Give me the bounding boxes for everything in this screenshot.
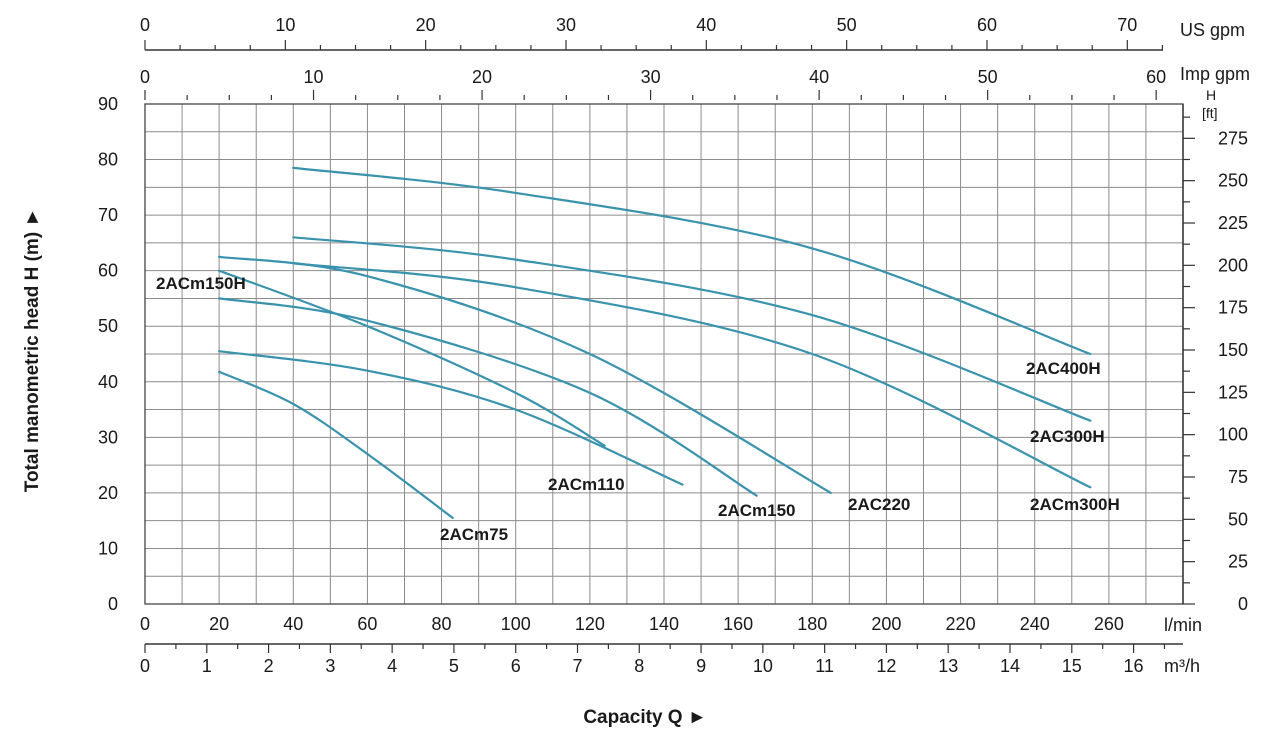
x-tick-label-lmin: 60 [357,614,377,634]
axes: 0102030405060708090025507510012515017520… [98,15,1250,676]
top-tick-label-imp: 20 [472,67,492,87]
curve-2acm75 [218,370,454,519]
y-tick-label-m: 70 [98,205,118,225]
x-tick-label-lmin: 180 [797,614,827,634]
x-tick-label-m3h: 5 [449,656,459,676]
curve-label-2ac300h: 2AC300H [1030,427,1105,446]
x-tick-label-m3h: 10 [753,656,773,676]
top-tick-label-us: 0 [140,15,150,35]
right-tick-label-ft: 150 [1218,340,1248,360]
x-tick-label-lmin: 160 [723,614,753,634]
right-tick-label-ft: 200 [1218,255,1248,275]
top-tick-label-us: 40 [696,15,716,35]
curve-2acm300h [292,262,1092,489]
x-tick-label-m3h: 6 [511,656,521,676]
y-tick-label-m: 80 [98,150,118,170]
curve-label-2acm110: 2ACm110 [548,475,625,494]
y-tick-label-m: 40 [98,372,118,392]
x-tick-label-m3h: 8 [634,656,644,676]
y-tick-label-m: 0 [108,594,118,614]
x-tick-label-lmin: 140 [649,614,679,634]
top-tick-label-us: 10 [275,15,295,35]
right-tick-label-ft: 225 [1218,213,1248,233]
top-tick-label-imp: 40 [809,67,829,87]
x-tick-label-m3h: 9 [696,656,706,676]
curve-label-2ac400h: 2AC400H [1026,359,1101,378]
curve-label-2acm300h: 2ACm300H [1030,495,1120,514]
x-tick-label-lmin: 220 [946,614,976,634]
x-tick-label-lmin: 40 [283,614,303,634]
top-unit-imp: Imp gpm [1180,64,1250,84]
x-tick-label-lmin: 0 [140,614,150,634]
x-unit-lmin: l/min [1164,615,1202,635]
top-tick-label-us: 70 [1117,15,1137,35]
x-tick-label-m3h: 12 [876,656,896,676]
right-tick-label-ft: 250 [1218,171,1248,191]
top-tick-label-us: 20 [416,15,436,35]
top-tick-label-imp: 30 [641,67,661,87]
curve-2ac400h [292,166,1092,356]
y-tick-label-m: 60 [98,261,118,281]
x-tick-label-lmin: 200 [871,614,901,634]
x-tick-label-m3h: 2 [264,656,274,676]
x-tick-label-m3h: 3 [325,656,335,676]
curve-labels: 2ACm75 2ACm110 2ACm150 2ACm150H 2AC220 2ACm30… [156,274,1120,544]
right-tick-label-ft: 125 [1218,382,1248,402]
right-tick-label-ft: 175 [1218,298,1248,318]
x-tick-label-m3h: 4 [387,656,397,676]
x-tick-label-m3h: 1 [202,656,212,676]
x-tick-label-m3h: 13 [938,656,958,676]
x-tick-label-m3h: 11 [815,656,834,676]
x-tick-label-m3h: 14 [1000,656,1020,676]
right-axis-unit-h: H [1206,87,1216,103]
y-tick-label-m: 10 [98,538,118,558]
x-tick-label-m3h: 16 [1124,656,1144,676]
y-axis-title: Total manometric head H (m) ► [22,208,43,493]
x-tick-label-lmin: 240 [1020,614,1050,634]
x-unit-m3h: m³/h [1164,656,1200,676]
x-tick-label-m3h: 0 [140,656,150,676]
x-tick-label-lmin: 120 [575,614,605,634]
top-tick-label-us: 50 [837,15,857,35]
x-tick-label-lmin: 80 [432,614,452,634]
curve-label-2ac220: 2AC220 [848,495,910,514]
top-unit-us: US gpm [1180,20,1245,40]
x-axis-title: Capacity Q ► [583,707,706,728]
y-tick-label-m: 30 [98,427,118,447]
top-tick-label-us: 60 [977,15,997,35]
curve-2ac220 [218,255,832,494]
curve-2ac300h [292,236,1092,422]
right-tick-label-ft: 50 [1228,509,1248,529]
grid [145,104,1183,604]
x-tick-label-lmin: 260 [1094,614,1124,634]
right-tick-label-ft: 75 [1228,467,1248,487]
curve-label-2acm150h: 2ACm150H [156,274,246,293]
x-tick-label-m3h: 15 [1062,656,1082,676]
y-tick-label-m: 20 [98,483,118,503]
right-tick-label-ft: 275 [1218,128,1248,148]
right-tick-label-ft: 0 [1238,594,1248,614]
y-tick-label-m: 90 [98,94,118,114]
right-axis-unit-ft: [ft] [1202,105,1218,121]
y-tick-label-m: 50 [98,316,118,336]
top-tick-label-imp: 10 [304,67,324,87]
right-tick-label-ft: 25 [1228,552,1248,572]
curve-label-2acm150: 2ACm150 [718,501,796,520]
curve-2acm150h [218,269,606,447]
curves [218,166,1092,519]
x-tick-label-lmin: 100 [501,614,531,634]
top-tick-label-us: 30 [556,15,576,35]
x-tick-label-m3h: 7 [572,656,582,676]
curve-label-2acm75: 2ACm75 [440,525,508,544]
right-tick-label-ft: 100 [1218,425,1248,445]
x-tick-label-lmin: 20 [209,614,229,634]
top-tick-label-imp: 0 [140,67,150,87]
curve-2acm150 [218,297,758,497]
curve-2acm110 [218,350,684,486]
top-tick-label-imp: 60 [1146,67,1166,87]
top-tick-label-imp: 50 [978,67,998,87]
